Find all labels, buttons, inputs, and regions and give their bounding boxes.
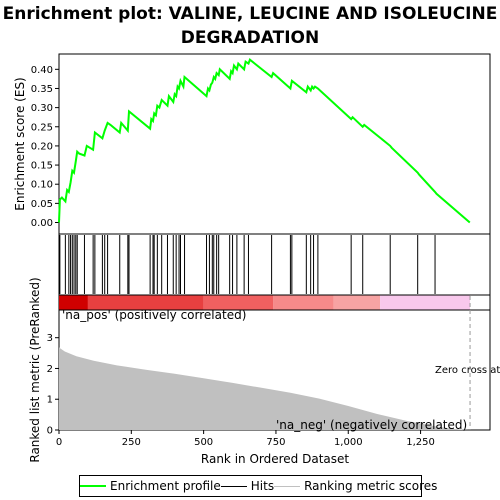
rank-y-tick-label: 0 (47, 426, 53, 437)
rank-y-tick-label: 3 (47, 333, 53, 344)
legend-swatch-hits (221, 486, 247, 487)
es-y-tick-label: 0.40 (31, 65, 53, 76)
es-y-tick-label: 0.00 (31, 218, 53, 229)
heat-segment (334, 296, 380, 310)
legend-swatch-enrichment-profile (80, 485, 106, 487)
x-tick-label: 250 (122, 437, 141, 448)
x-tick-label: 0 (56, 437, 62, 448)
es-panel-frame (59, 54, 490, 234)
heat-segment (273, 296, 334, 310)
x-axis-ticks: 0 250 500 750 1,000 1,250 (56, 430, 435, 448)
legend-item-enrichment-profile: Enrichment profile (80, 479, 221, 493)
es-axis-ticks: 0.00 0.05 0.10 0.15 0.20 0.25 0.30 0.35 0.40 (31, 65, 59, 229)
rank-y-tick-label: 2 (47, 364, 53, 375)
x-axis-label: Rank in Ordered Dataset (201, 452, 349, 466)
legend-item-ranking-metric-scores: Ranking metric scores (274, 479, 437, 493)
x-tick-label: 1,000 (334, 437, 363, 448)
rank-axis-ticks: 0 1 2 3 (47, 333, 59, 436)
neg-correlated-label: 'na_neg' (negatively correlated) (276, 418, 467, 432)
x-tick-label: 1,250 (406, 437, 435, 448)
heat-segment (380, 296, 470, 310)
legend-label-hits: Hits (251, 479, 274, 493)
x-tick-label: 750 (266, 437, 285, 448)
legend-swatch-ranking-metric-scores (274, 486, 300, 487)
es-y-tick-label: 0.20 (31, 141, 53, 152)
rank-y-axis-label: Ranked list metric (PreRanked) (28, 277, 42, 462)
legend-label-enrichment-profile: Enrichment profile (110, 479, 221, 493)
es-y-tick-label: 0.05 (31, 199, 53, 210)
hits-panel-frame (59, 234, 490, 295)
rank-y-tick-label: 1 (47, 395, 53, 406)
legend-label-ranking-metric-scores: Ranking metric scores (304, 479, 437, 493)
es-y-tick-label: 0.25 (31, 122, 53, 133)
pos-correlated-label: 'na_pos' (positively correlated) (62, 308, 246, 322)
es-y-tick-label: 0.30 (31, 103, 53, 114)
es-y-tick-label: 0.10 (31, 180, 53, 191)
legend-item-hits: Hits (221, 479, 274, 493)
es-y-tick-label: 0.15 (31, 161, 53, 172)
legend: Enrichment profile Hits Ranking metric s… (79, 475, 422, 497)
es-y-tick-label: 0.35 (31, 84, 53, 95)
es-y-axis-label: Enrichment score (ES) (13, 77, 27, 210)
zero-cross-label: Zero cross at 1421 (435, 365, 500, 376)
x-tick-label: 500 (194, 437, 213, 448)
